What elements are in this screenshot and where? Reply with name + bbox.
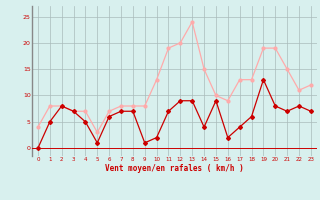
X-axis label: Vent moyen/en rafales ( km/h ): Vent moyen/en rafales ( km/h ) <box>105 164 244 173</box>
